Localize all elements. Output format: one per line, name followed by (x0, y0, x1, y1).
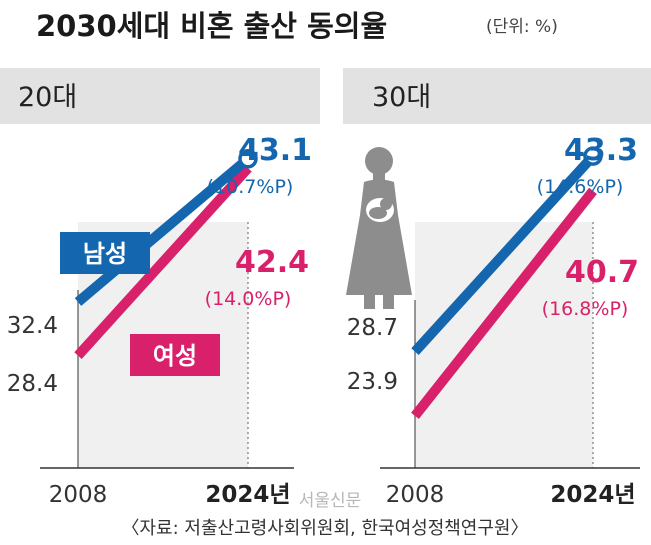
legend-male-label: 남성 (83, 240, 127, 268)
series-line-female (411, 187, 597, 419)
start-value-male: 28.7 (347, 315, 398, 341)
start-value-female: 28.4 (7, 371, 58, 397)
x-tick-label-end: 2024년 (550, 482, 635, 508)
change-value-male: (14.6%P) (537, 176, 624, 198)
plot-background (415, 222, 593, 468)
change-value-female: (14.0%P) (205, 288, 292, 310)
end-point-marker (583, 146, 603, 166)
end-value-male: 43.1 (238, 133, 312, 168)
watermark-text: 서울신문 (299, 491, 362, 511)
start-value-female: 23.9 (347, 369, 398, 395)
panel-label: 30대 (372, 82, 431, 113)
panel-label: 20대 (18, 82, 77, 113)
start-value-male: 32.4 (7, 313, 58, 339)
source-note: 〈자료: 저출산고령사회위원회, 한국여성정책연구원〉 (122, 518, 529, 539)
end-value-female: 40.7 (565, 255, 639, 290)
end-value-female: 42.4 (235, 245, 309, 280)
end-point-marker (238, 149, 258, 169)
change-value-female: (16.8%P) (542, 298, 629, 320)
panel-label-bg (0, 68, 320, 124)
x-tick-label-start: 2008 (386, 482, 445, 508)
legend-female-swatch (130, 334, 220, 376)
series-line-female (74, 164, 252, 359)
legend-female-label: 여성 (153, 342, 197, 370)
panel-30s: 30대 2008 2024년 28.7 23.9 43.3 (14.6%P) 4… (343, 68, 651, 508)
change-value-male: (10.7%P) (207, 176, 294, 198)
chart-title: 2030세대 비혼 출산 동의율 (36, 9, 387, 43)
panel-20s: 20대 2008 2024년 32.4 28.4 43.1 (10.7%P) 4… (0, 68, 320, 508)
end-value-male: 43.3 (564, 133, 638, 168)
x-tick-label-end: 2024년 (205, 482, 290, 508)
panel-label-bg (343, 68, 651, 124)
series-line-male (74, 154, 252, 306)
mother-holding-baby-icon (346, 147, 412, 309)
series-line-male (411, 152, 597, 355)
x-tick-label-start: 2008 (49, 482, 108, 508)
unit-label: (단위: %) (486, 17, 558, 37)
legend-male-swatch (60, 232, 150, 274)
